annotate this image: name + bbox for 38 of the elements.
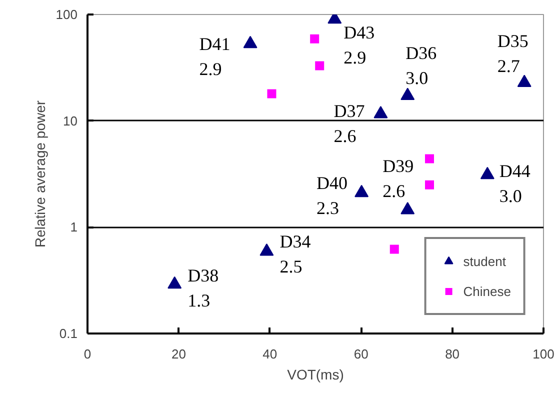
- legend-label: student: [463, 254, 506, 268]
- point: [480, 166, 494, 180]
- point: [314, 60, 326, 72]
- point: [374, 106, 388, 118]
- point: [260, 244, 274, 256]
- point: [266, 88, 278, 100]
- annotation: D40 2.3: [316, 172, 348, 218]
- legend-label: Chinese: [463, 284, 511, 298]
- annotation: D38 1.3: [188, 265, 219, 310]
- annotation: D44 3.0: [499, 160, 530, 206]
- point: [243, 36, 258, 48]
- point: [400, 202, 415, 214]
- x-tick-label: 20: [171, 346, 186, 362]
- annotation: D35 2.7: [497, 30, 528, 76]
- annotation: D36 3.0: [406, 42, 437, 88]
- y-tick-label: 10: [63, 113, 78, 128]
- x-axis-title: VOT(ms): [287, 366, 344, 382]
- annotation: D34 2.5: [280, 232, 311, 277]
- x-tick-label: 80: [445, 346, 460, 362]
- y-axis-title: Relative average power: [32, 100, 48, 248]
- y-tick-label: 0.1: [59, 326, 78, 341]
- x-tick-label: 40: [262, 346, 278, 362]
- annotation: D43 2.9: [344, 22, 375, 68]
- y-tick-label: 1: [70, 220, 78, 235]
- point: [424, 153, 435, 164]
- point: [400, 88, 415, 100]
- y-tick-label: 100: [56, 7, 78, 22]
- point: [309, 33, 320, 44]
- point: [517, 74, 532, 88]
- x-tick-label: 60: [354, 346, 368, 362]
- annotation: D39 2.6: [382, 156, 414, 202]
- point: [168, 276, 182, 289]
- annotation: D41 2.9: [199, 34, 230, 79]
- point: [424, 179, 435, 190]
- x-tick-label: 100: [532, 346, 554, 362]
- x-tick-label: 0: [84, 346, 92, 362]
- point: [354, 184, 369, 198]
- annotation: D37 2.6: [334, 100, 365, 146]
